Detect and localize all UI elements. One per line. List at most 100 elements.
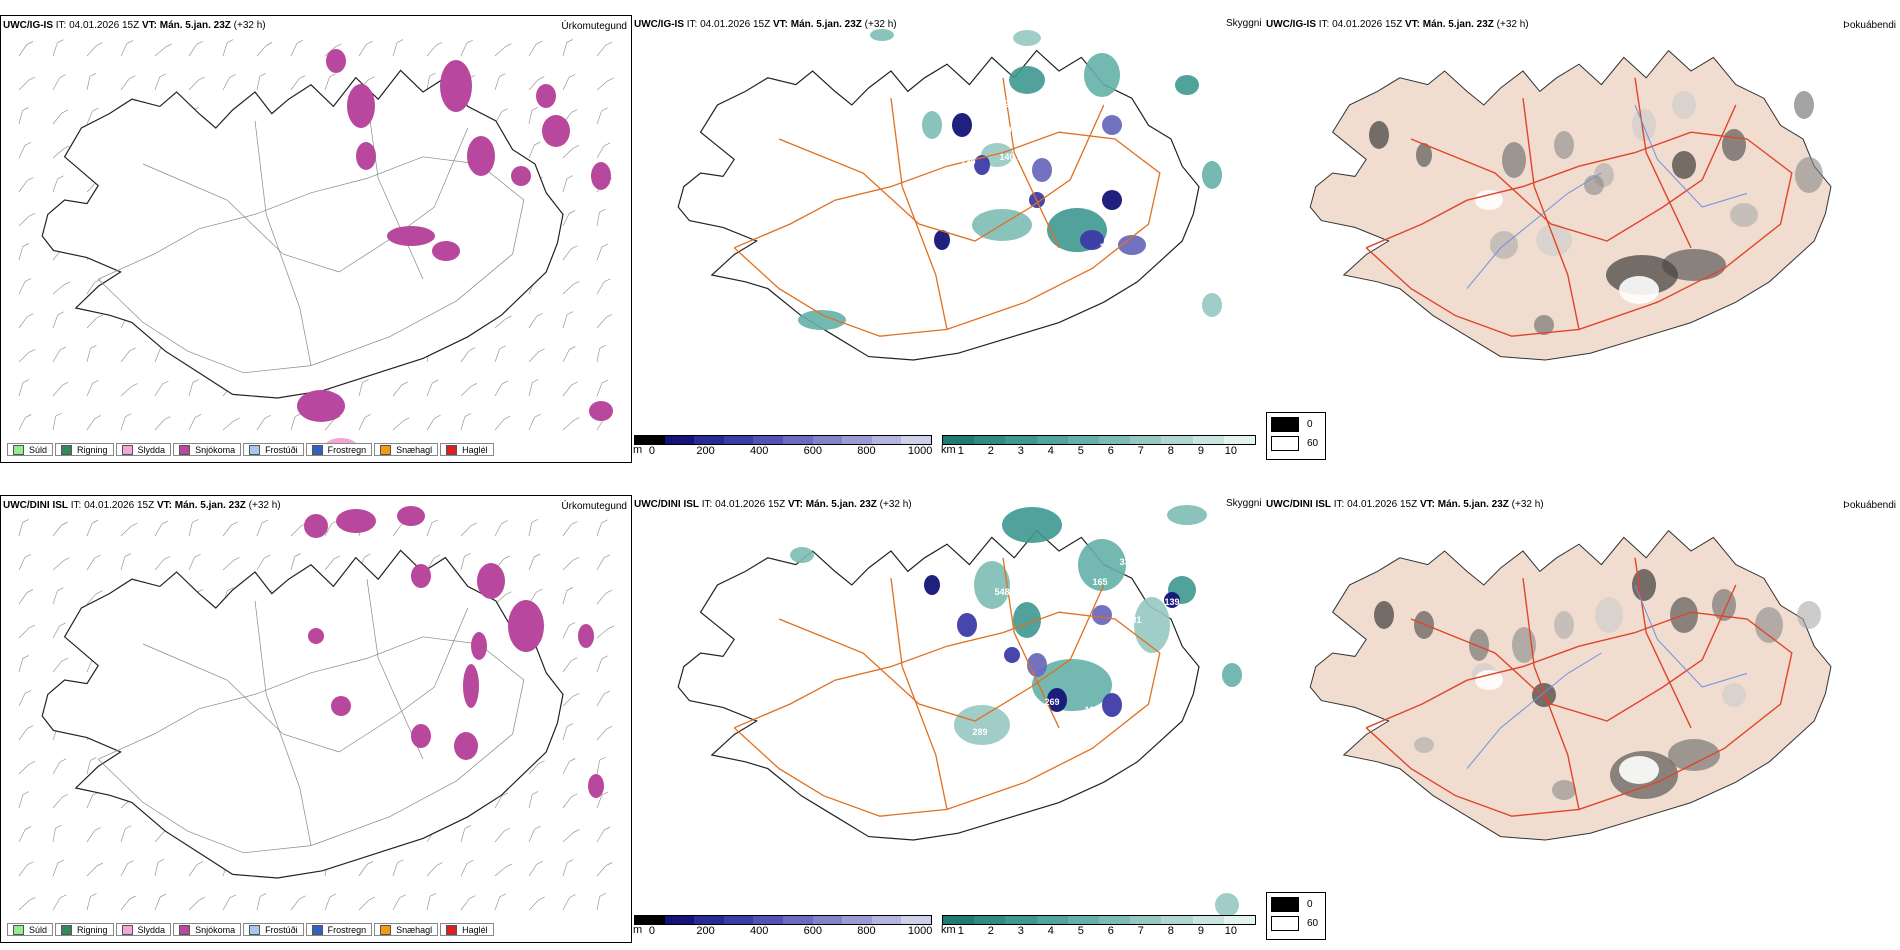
legend-item: Snjókoma <box>173 443 242 456</box>
wind-barb <box>129 75 136 80</box>
fog-index-area <box>1595 597 1623 633</box>
fog-index-area <box>1795 157 1823 193</box>
wind-barb <box>86 282 95 295</box>
wind-barb <box>86 76 91 91</box>
wind-barb <box>57 39 64 44</box>
wind-barb <box>290 898 300 911</box>
wind-barb <box>505 863 512 868</box>
fog-legend-bottom: 0 60 <box>1266 892 1326 940</box>
wind-barb <box>18 79 30 91</box>
colorbar-tick: 0 <box>648 445 655 457</box>
wind-barb <box>562 314 568 329</box>
visibility-area <box>1167 505 1207 525</box>
colorbar-cell <box>664 436 695 444</box>
iceland-coastline <box>41 69 564 399</box>
visibility-area <box>1002 507 1062 543</box>
wind-barb <box>61 381 69 386</box>
wind-barb <box>165 43 172 48</box>
colorbar-tick: 800 <box>857 445 876 457</box>
wind-barb <box>396 39 404 43</box>
wind-barb <box>601 379 609 384</box>
ceiling-area <box>1080 230 1104 250</box>
panel-title-precip: Úrkomutegund <box>561 501 627 512</box>
wind-barb <box>324 419 335 431</box>
wind-barb <box>222 560 234 571</box>
colorbar-ticks: 1 2 3 4 5 6 7 8 9 10 <box>942 925 1256 939</box>
wind-barb <box>324 523 333 537</box>
wind-barb <box>494 76 500 91</box>
wind-barb <box>18 794 24 809</box>
wind-barb <box>494 866 506 877</box>
legend-label: Frostúði <box>265 444 298 455</box>
colorbar-tick: 1 <box>957 445 964 457</box>
wind-barb <box>24 553 32 558</box>
panel-header: UWC/DINI ISL IT: 04.01.2026 15Z VT: Mán.… <box>3 500 281 511</box>
wind-barb <box>596 212 600 227</box>
wind-barb <box>528 110 533 125</box>
wind-barb <box>52 625 61 639</box>
wind-barb <box>596 628 608 639</box>
wind-barb <box>96 862 103 867</box>
cloud-map-bottom: 548 165 335 139 181 276 110 269 289 127 120 <box>677 505 1242 915</box>
wind-barb <box>162 380 169 385</box>
vt-label: VT: <box>1404 19 1420 30</box>
wind-barb <box>392 897 401 911</box>
legend-swatch <box>249 924 261 935</box>
wind-barb <box>596 658 603 673</box>
wind-barb <box>222 42 228 57</box>
visibility-area <box>790 547 814 563</box>
wind-barb <box>52 349 61 363</box>
wind-barb <box>231 521 238 526</box>
snowfall-area <box>336 509 376 533</box>
panel-header: UWC/IG-IS IT: 04.01.2026 15Z VT: Mán. 5.… <box>634 19 897 30</box>
cloud-base-label: 432 <box>994 99 1009 109</box>
ceiling-area <box>1102 115 1122 135</box>
legend-item: Frostregn <box>305 923 373 936</box>
wind-barb <box>536 40 543 45</box>
wind-barb <box>120 78 130 91</box>
wind-barb <box>290 525 302 537</box>
wind-barb <box>198 76 205 81</box>
cloud-base-label: 869 <box>996 125 1011 135</box>
wind-barb <box>52 416 56 431</box>
wind-barb <box>601 107 608 112</box>
snowfall-area <box>411 724 431 748</box>
colorbar-cell <box>812 436 843 444</box>
wind-barb <box>536 860 543 865</box>
wind-barb <box>18 522 23 537</box>
wind-barb <box>86 795 93 809</box>
legend-item: Frostúði <box>243 443 304 456</box>
iceland-coastline <box>677 529 1200 841</box>
wind-barb <box>528 79 539 91</box>
wind-barb <box>164 416 171 420</box>
wind-barb <box>229 74 236 78</box>
wind-barb <box>86 658 93 673</box>
road-line <box>1410 104 1737 242</box>
colorbar-cell <box>1067 916 1100 924</box>
legend-label: Snjókoma <box>195 444 236 455</box>
fog-index-area <box>1632 109 1656 141</box>
wind-barb <box>18 627 30 639</box>
wind-barb <box>528 351 539 363</box>
wind-barb <box>368 896 376 901</box>
wind-barb <box>154 419 165 431</box>
wind-barb <box>494 419 505 431</box>
fog-index-area <box>1532 683 1556 707</box>
colorbar-tick: 2 <box>987 445 994 457</box>
panel-header: UWC/IG-IS IT: 04.01.2026 15Z VT: Mán. 5.… <box>3 20 266 31</box>
wind-barb <box>59 622 66 627</box>
wind-barb <box>192 519 199 523</box>
wind-barb <box>154 46 166 57</box>
fog-index-area <box>1668 739 1720 771</box>
colorbar-tick: 1000 <box>907 925 933 937</box>
fog-panel-top: UWC/IG-IS IT: 04.01.2026 15Z VT: Mán. 5.… <box>1264 15 1900 463</box>
lead-time: (+32 h) <box>248 500 281 511</box>
wind-barb <box>538 348 545 353</box>
wind-barb <box>601 791 609 796</box>
wind-barb <box>92 107 99 112</box>
wind-barb <box>528 763 539 775</box>
colorbar-cells <box>942 915 1256 925</box>
snowfall-area <box>411 564 431 588</box>
wind-barb <box>28 348 36 353</box>
vt-value: Mán. 5.jan. 23Z <box>790 19 862 30</box>
